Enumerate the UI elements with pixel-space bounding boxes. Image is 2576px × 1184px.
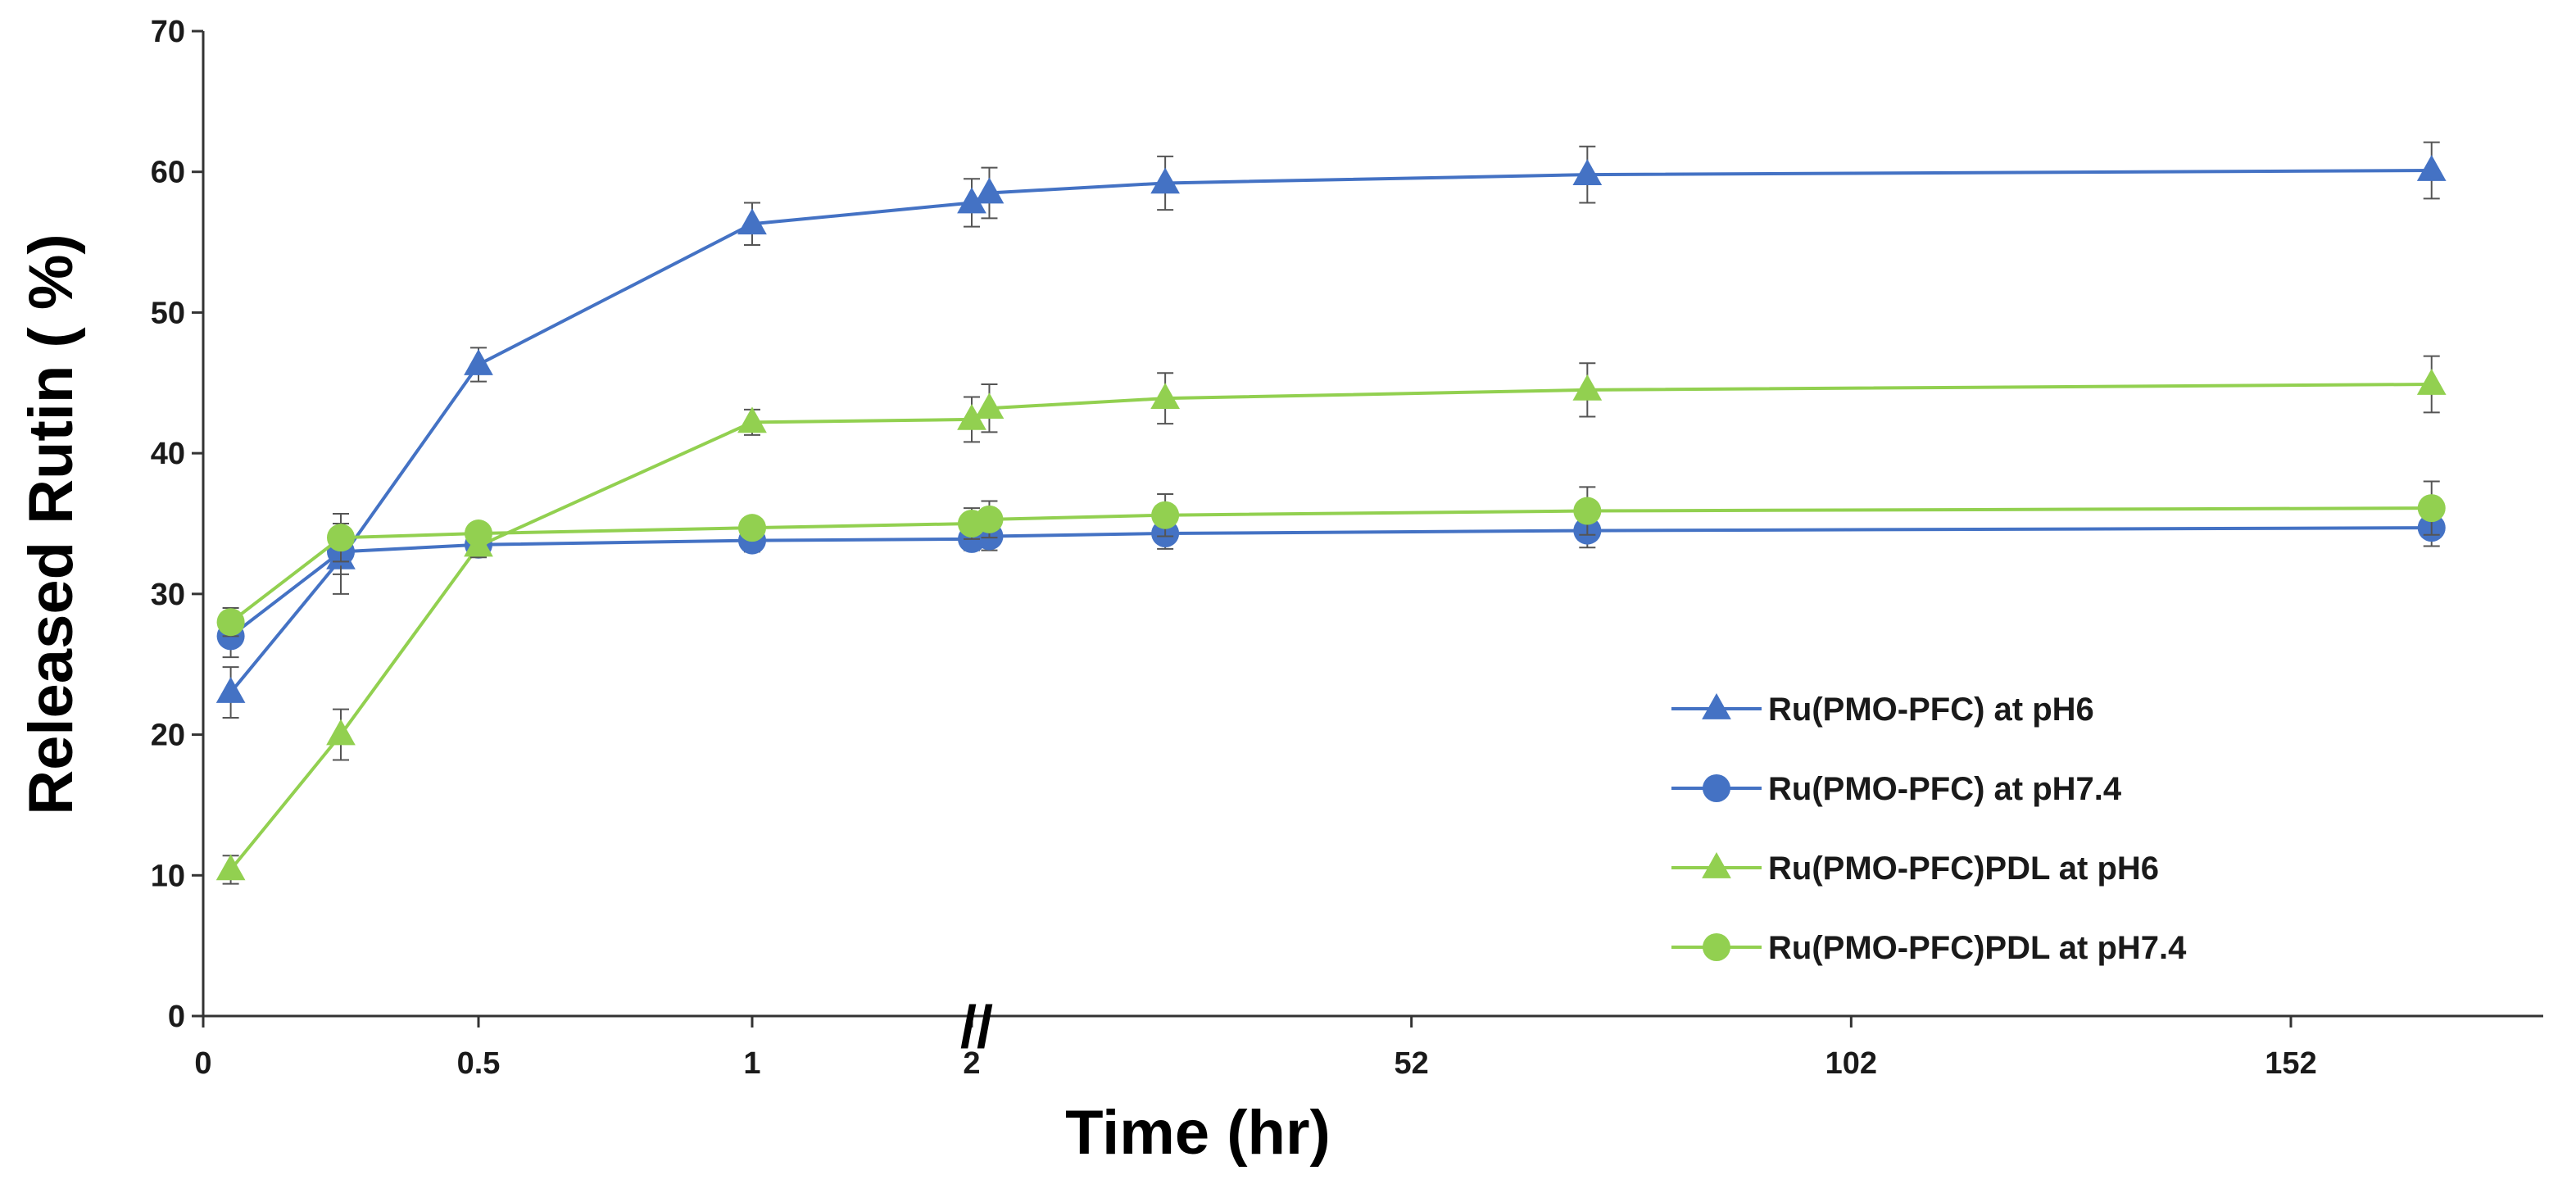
y-tick-label: 0 [168,1000,185,1034]
data-point-marker [974,177,1005,204]
data-point-marker [1150,167,1180,194]
data-point-marker [1572,374,1603,401]
y-tick-label: 60 [151,156,185,190]
axis-break-mark: // [960,995,993,1060]
y-tick-label: 50 [151,296,185,330]
data-point-marker [957,403,986,430]
data-point-marker [327,524,355,552]
data-point-marker [215,677,246,703]
data-point-marker [1573,497,1602,525]
data-point-marker [975,505,1004,533]
series-line [229,168,2432,694]
y-tick-label: 20 [151,719,185,753]
data-point-marker [737,208,767,235]
tick-labels: 0 10 20 30 40 50 60 70 0 0.5 1 2 52 102 152 [151,15,2317,1081]
series-3 [215,355,2447,885]
data-point-marker [2416,155,2447,181]
legend-label: Ru(PMO-PFC)PDL at pH6 [1768,851,2159,887]
x-tick-label: 152 [2265,1046,2316,1081]
data-point-marker [1151,501,1180,529]
data-point-marker [1150,383,1180,410]
data-point-marker [464,348,493,375]
data-point-marker [957,187,986,214]
series-line [229,506,2432,624]
legend-item: Ru(PMO-PFC)PDL at pH7.4 [1671,930,2187,966]
series-4 [216,480,2446,637]
data-point-marker [326,719,356,746]
legend-marker [1702,852,1731,878]
y-axis-title: Released Rutin ( %) [16,234,86,814]
data-point-marker [974,392,1005,420]
data-point-marker [738,514,766,542]
data-point-marker [465,519,492,548]
y-tick-label: 10 [151,859,185,893]
legend-item: Ru(PMO-PFC) at pH6 [1671,692,2094,728]
x-tick-label: 1 [743,1046,760,1081]
legend-label: Ru(PMO-PFC) at pH6 [1768,692,2094,728]
legend-marker [1702,693,1731,719]
axes [202,31,2543,1018]
data-point-marker [216,608,245,637]
x-axis-title: Time (hr) [1065,1098,1331,1168]
legend: Ru(PMO-PFC) at pH6 Ru(PMO-PFC) at pH7.4 Ru… [1671,692,2187,966]
legend-label: Ru(PMO-PFC)PDL at pH7.4 [1768,930,2187,966]
data-point-marker [737,406,767,433]
x-tick-label: 0 [194,1046,211,1081]
legend-marker [1703,933,1730,961]
legend-item: Ru(PMO-PFC)PDL at pH6 [1671,851,2159,887]
x-tick-label: 102 [1825,1046,1877,1081]
legend-item: Ru(PMO-PFC) at pH7.4 [1671,771,2122,807]
legend-marker [1703,774,1730,802]
series-group [215,141,2447,885]
x-tick-label: 0.5 [457,1046,501,1081]
x-tick-label: 52 [1395,1046,1429,1081]
data-point-marker [1572,159,1603,186]
data-point-marker [2416,369,2447,395]
data-point-marker [215,854,246,881]
data-point-marker [2417,494,2446,523]
y-tick-label: 70 [151,15,185,49]
y-tick-label: 30 [151,578,185,612]
series-1 [215,141,2447,719]
y-tick-label: 40 [151,437,185,471]
series-line [229,526,2432,637]
legend-label: Ru(PMO-PFC) at pH7.4 [1768,771,2122,807]
x-tick-label: 2 [963,1046,980,1081]
